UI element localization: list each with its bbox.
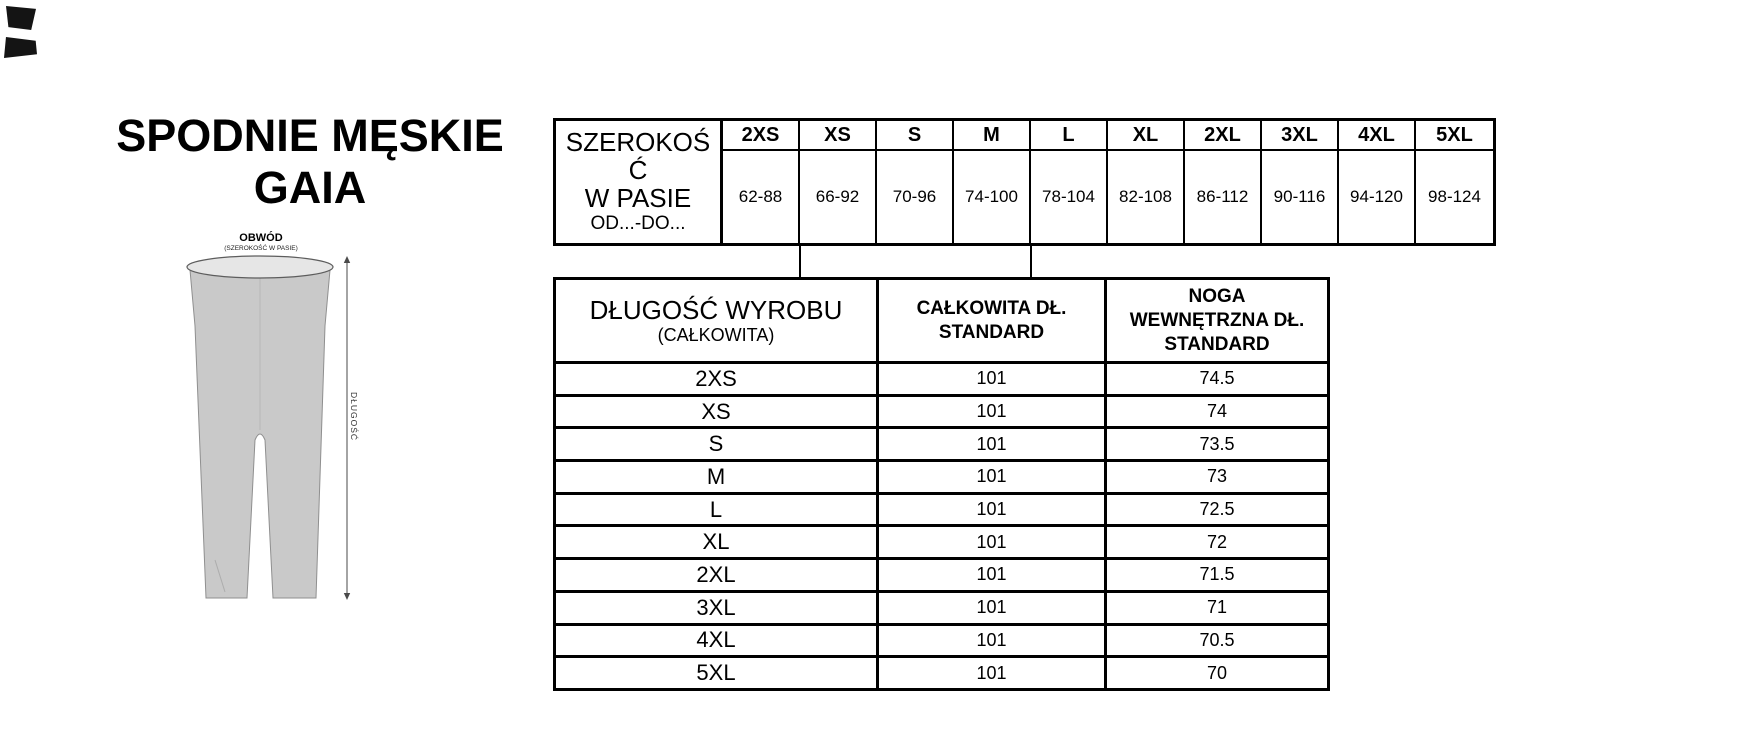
size-label: 3XL [1262,121,1337,151]
pants-diagram [185,228,385,618]
waist-circumference-sublabel: (SZEROKOŚĆ W PASIE) [224,245,298,252]
waist-range: 62-88 [738,187,783,206]
table-row: 4XL 101 70.5 [556,622,1327,656]
page-title: SPODNIE MĘSKIE GAIA [88,110,532,214]
row-size-label: 4XL [556,625,879,656]
row-inner-leg: 74.5 [1199,368,1235,389]
row-total-length: 101 [879,396,1107,427]
waist-header-line: OD...-DO... [590,212,686,234]
row-inner-leg: 70 [1206,662,1228,683]
waist-range: 90-116 [1273,187,1326,206]
table-row: 3XL 101 71 [556,589,1327,623]
waist-circumference-label: OBWÓD [239,232,283,244]
row-total-length: 101 [879,658,1107,688]
size-column: S 70-96 [877,121,954,243]
pants-illustration-icon [186,255,351,600]
size-label: M [954,121,1029,151]
size-column: 4XL 94-120 [1339,121,1416,243]
table-connector-line [1030,245,1032,280]
waist-range: 74-100 [965,187,1018,206]
size-column: XL 82-108 [1108,121,1185,243]
waist-range: 94-120 [1350,187,1403,206]
length-table-header-row: DŁUGOŚĆ WYROBU (CAŁKOWITA) CAŁKOWITA DŁ.… [556,280,1327,361]
total-length-header: CAŁKOWITA DŁ. STANDARD [879,280,1107,361]
row-inner-leg: 71.5 [1199,564,1235,585]
row-size-label: 2XS [556,364,879,394]
size-column: L 78-104 [1031,121,1108,243]
corner-artifact [6,6,36,30]
row-total-length: 101 [879,527,1107,558]
row-inner-leg: 72.5 [1199,499,1235,520]
waist-width-table: SZEROKOŚ Ć W PASIE OD...-DO... 2XS 62-88… [553,118,1496,246]
row-inner-leg: 73 [1206,466,1228,487]
size-column: 5XL 98-124 [1416,121,1493,243]
row-total-length: 101 [879,429,1107,460]
row-size-label: L [556,494,879,525]
row-size-label: M [556,462,879,492]
table-row: 5XL 101 70 [556,655,1327,688]
waist-range: 86-112 [1196,187,1249,206]
row-inner-leg: 70.5 [1199,629,1235,650]
size-label: XS [800,121,875,151]
table-row: 2XL 101 71.5 [556,557,1327,590]
page-title-line1: SPODNIE MĘSKIE [116,110,504,161]
row-total-length: 101 [879,364,1107,394]
row-total-length: 101 [879,494,1107,525]
row-size-label: 5XL [556,658,879,688]
size-column: 2XS 62-88 [723,121,800,243]
measure-arrow-bottom-icon [343,593,351,600]
row-size-label: XL [556,527,879,558]
waist-range: 98-124 [1428,187,1481,206]
waist-range: 70-96 [892,187,937,206]
size-label: 4XL [1339,121,1414,151]
waist-header-line: W PASIE [584,182,692,213]
waist-header-line: Ć [628,154,648,185]
row-total-length: 101 [879,625,1107,656]
size-column: XS 66-92 [800,121,877,243]
table-row: S 101 73.5 [556,426,1327,460]
row-total-length: 101 [879,592,1107,623]
row-size-label: S [556,429,879,460]
table-row: 2XS 101 74.5 [556,361,1327,394]
size-label: L [1031,121,1106,151]
row-inner-leg: 71 [1206,597,1228,618]
measure-arrow-top-icon [343,256,351,263]
row-inner-leg: 72 [1206,531,1228,552]
table-row: M 101 73 [556,459,1327,492]
waist-range: 66-92 [815,187,860,206]
pants-shape [189,269,331,599]
waist-range: 78-104 [1042,187,1095,206]
waistband-ellipse [186,255,334,279]
product-length-header: DŁUGOŚĆ WYROBU (CAŁKOWITA) [556,280,879,361]
length-measure-label: DŁUGOŚĆ [349,392,359,442]
size-column: M 74-100 [954,121,1031,243]
pants-hem-crease-line [214,559,226,593]
size-column: 3XL 90-116 [1262,121,1339,243]
waist-width-header-cell: SZEROKOŚ Ć W PASIE OD...-DO... [556,121,723,243]
row-total-length: 101 [879,462,1107,492]
size-label: S [877,121,952,151]
product-length-table: DŁUGOŚĆ WYROBU (CAŁKOWITA) CAŁKOWITA DŁ.… [553,277,1330,691]
row-inner-leg: 73.5 [1199,433,1235,454]
row-size-label: 2XL [556,560,879,590]
row-size-label: XS [556,396,879,427]
table-row: XL 101 72 [556,524,1327,558]
table-row: XS 101 74 [556,393,1327,427]
row-total-length: 101 [879,560,1107,590]
row-size-label: 3XL [556,592,879,623]
size-label: 2XL [1185,121,1260,151]
table-row: L 101 72.5 [556,491,1327,525]
waist-range: 82-108 [1119,187,1172,206]
size-label: 2XS [723,121,798,151]
size-label: XL [1108,121,1183,151]
row-inner-leg: 74 [1206,401,1228,422]
waist-header-line: SZEROKOŚ [565,126,711,157]
table-connector-line [799,245,801,280]
inner-leg-header: NOGA WEWNĘTRZNA DŁ. STANDARD [1129,285,1305,355]
corner-artifact [4,37,37,58]
page-title-line2: GAIA [253,162,367,213]
size-label: 5XL [1416,121,1493,151]
size-column: 2XL 86-112 [1185,121,1262,243]
